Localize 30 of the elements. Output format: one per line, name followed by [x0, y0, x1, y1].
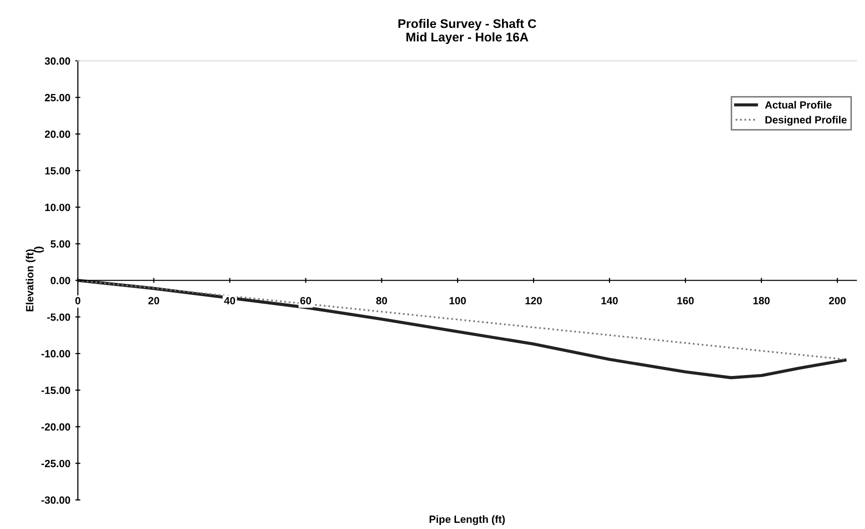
y-tick-label: 20.00	[44, 130, 70, 138]
y-tick-label: 0.00	[50, 276, 70, 284]
y-tick-label: -15.00	[41, 386, 70, 394]
y-tick-label: 30.00	[44, 57, 70, 65]
y-tick-label: -5.00	[47, 313, 70, 321]
y-axis-title: Elevation (ft)	[26, 249, 36, 312]
y-tick-label: 5.00	[50, 240, 70, 248]
y-tick-label: -20.00	[41, 423, 70, 431]
x-tick-label: 100	[450, 296, 466, 304]
x-tick-label: 20	[148, 296, 160, 304]
x-tick-label: 60	[300, 296, 312, 304]
y-tick-label: 10.00	[45, 204, 70, 212]
y-tick-label: 25.00	[44, 94, 70, 102]
x-tick-label: 160	[677, 296, 694, 304]
y-tick-label: -10.00	[41, 350, 70, 358]
y-tick-label: 15.00	[45, 167, 70, 174]
y-tick-label: -25.00	[41, 460, 70, 468]
x-tick-label: 180	[753, 296, 770, 304]
x-tick-label: 120	[526, 296, 542, 304]
legend-label: Designed Profile	[765, 116, 847, 126]
chart-title: Profile Survey - Shaft C Mid Layer - Hole 16A	[398, 18, 536, 44]
legend-label: Actual Profile	[765, 100, 832, 109]
x-tick-label: 40	[224, 296, 236, 304]
x-tick-label: 200	[829, 296, 846, 304]
text: ()	[34, 246, 44, 253]
x-tick-label: 0	[75, 296, 80, 304]
x-tick-label: 140	[601, 296, 618, 304]
x-axis-title: Pipe Length (ft)	[430, 515, 505, 526]
y-tick-label: -30.00	[41, 496, 70, 504]
x-tick-label: 80	[376, 296, 388, 304]
